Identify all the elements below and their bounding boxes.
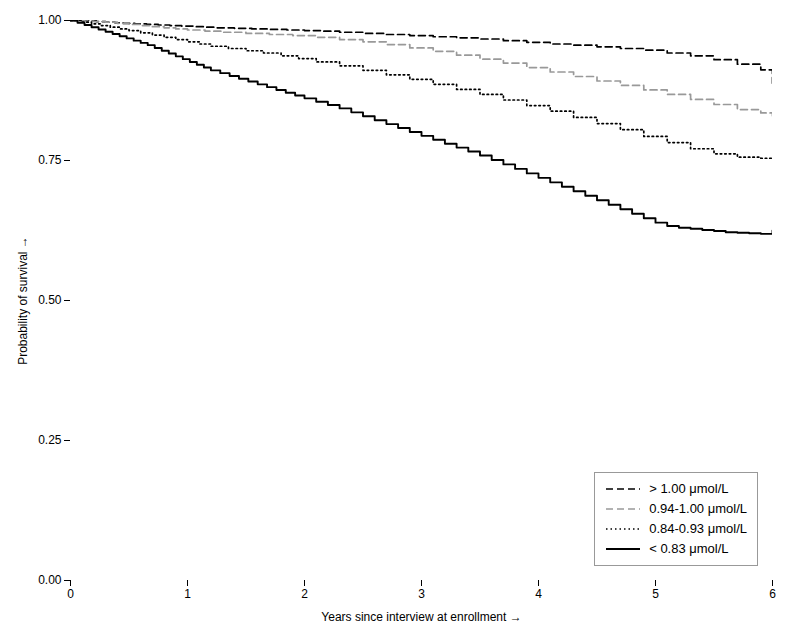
svg-text:2: 2 <box>301 587 308 601</box>
svg-text:4: 4 <box>535 587 542 601</box>
svg-text:0.25: 0.25 <box>38 433 62 447</box>
svg-text:1: 1 <box>184 587 191 601</box>
svg-text:0.75: 0.75 <box>38 153 62 167</box>
svg-text:0: 0 <box>67 587 74 601</box>
svg-text:Years since interview at enrol: Years since interview at enrollment → <box>321 610 521 624</box>
svg-text:0.50: 0.50 <box>38 293 62 307</box>
svg-text:1.00: 1.00 <box>38 13 62 27</box>
svg-text:6: 6 <box>769 587 776 601</box>
svg-text:0.00: 0.00 <box>38 573 62 587</box>
html-text:0.94-1.00 μmol/L: 0.94-1.00 μmol/L <box>649 501 747 516</box>
svg-text:5: 5 <box>652 587 659 601</box>
html-text:> 1.00 μmol/L: > 1.00 μmol/L <box>649 481 729 496</box>
svg-text:3: 3 <box>418 587 425 601</box>
html-text:< 0.83 μmol/L: < 0.83 μmol/L <box>649 541 729 556</box>
html-text:0.84-0.93 μmol/L: 0.84-0.93 μmol/L <box>649 521 747 536</box>
svg-text:Probability of survival →: Probability of survival → <box>16 236 30 365</box>
